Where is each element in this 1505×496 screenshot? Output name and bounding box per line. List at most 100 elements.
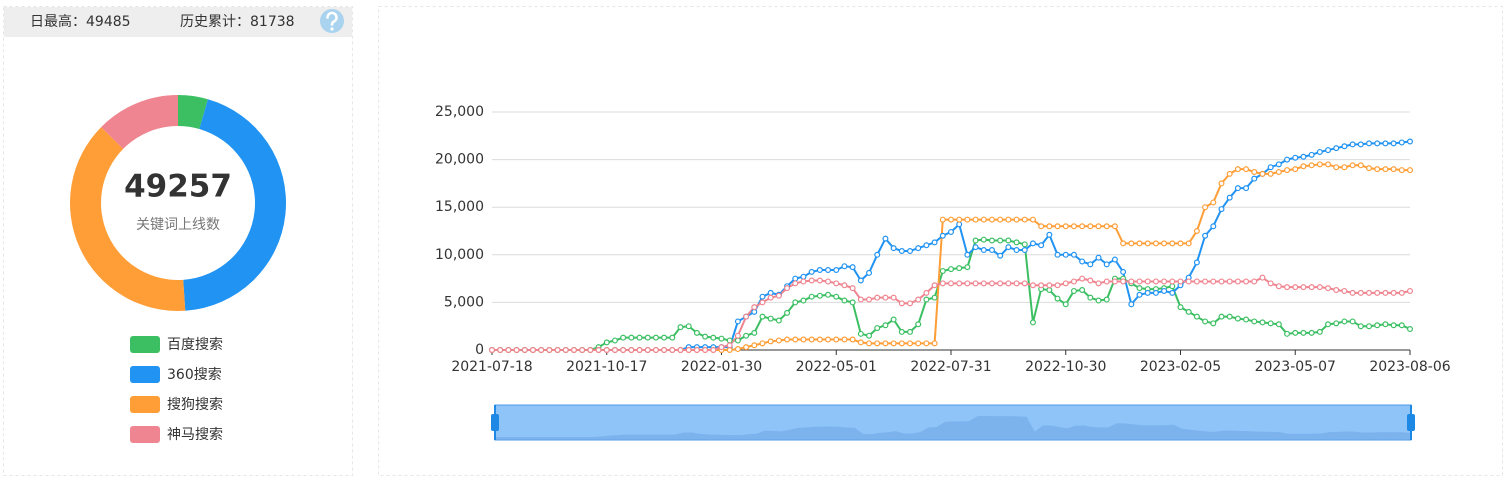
help-icon[interactable] [320, 9, 344, 33]
data-point [1169, 240, 1176, 247]
data-point [1341, 287, 1348, 294]
data-point [1349, 162, 1356, 169]
data-point [1325, 147, 1332, 154]
data-point [1013, 280, 1020, 287]
data-point [775, 317, 782, 324]
data-point [1169, 278, 1176, 285]
data-point [841, 297, 848, 304]
data-point [759, 340, 766, 347]
data-point [1046, 287, 1053, 294]
data-point [1398, 139, 1405, 146]
stats-bar [4, 7, 352, 37]
data-point [1357, 323, 1364, 330]
data-point [808, 336, 815, 343]
data-point [1374, 322, 1381, 329]
data-point [1005, 244, 1012, 251]
data-point [988, 237, 995, 244]
data-point [513, 347, 520, 354]
y-tick-label: 20,000 [435, 152, 484, 168]
data-point [808, 293, 815, 300]
stat: 历史累计：81738 [180, 14, 295, 30]
data-point [907, 247, 914, 254]
data-point [685, 347, 692, 354]
data-point [1177, 304, 1184, 311]
zoom-handle[interactable] [491, 414, 499, 431]
data-point [964, 264, 971, 271]
data-point [1013, 247, 1020, 254]
data-point [1333, 164, 1340, 171]
data-point [1251, 175, 1258, 182]
data-point [964, 216, 971, 223]
data-point [1038, 223, 1045, 230]
data-point [784, 309, 791, 316]
data-point [1111, 223, 1118, 230]
data-point [1029, 216, 1036, 223]
data-point [980, 280, 987, 287]
data-point [1333, 320, 1340, 327]
data-point [1292, 166, 1299, 173]
data-point [1054, 223, 1061, 230]
data-point [1152, 240, 1159, 247]
data-point [1185, 278, 1192, 285]
data-point [1193, 228, 1200, 235]
data-point [1152, 278, 1159, 285]
data-point [923, 296, 930, 303]
data-point [693, 329, 700, 336]
data-point [1005, 280, 1012, 287]
data-point [1111, 278, 1118, 285]
zoom-handle[interactable] [1407, 414, 1415, 431]
data-point [1267, 164, 1274, 171]
stat-value: 49485 [86, 14, 131, 30]
data-point [1284, 330, 1291, 337]
data-point [1070, 278, 1077, 285]
data-point [751, 308, 758, 315]
data-point [890, 316, 897, 323]
data-point [751, 304, 758, 311]
data-point [620, 347, 627, 354]
data-point [1398, 289, 1405, 296]
data-point [972, 244, 979, 251]
donut-slice [183, 99, 286, 311]
data-point [849, 299, 856, 306]
x-tick-label: 2021-07-18 [451, 359, 532, 375]
data-point [1103, 223, 1110, 230]
data-point [718, 335, 725, 342]
y-tick-label: 15,000 [435, 199, 484, 215]
data-point [759, 293, 766, 300]
data-point [693, 347, 700, 354]
data-point [1226, 170, 1233, 177]
data-point [1357, 141, 1364, 148]
data-point [972, 216, 979, 223]
data-point [874, 340, 881, 347]
data-point [1308, 151, 1315, 158]
data-point [947, 216, 954, 223]
data-point [898, 247, 905, 254]
data-point [538, 347, 545, 354]
data-point [726, 342, 733, 349]
data-point [1366, 323, 1373, 330]
data-point [644, 347, 651, 354]
data-point [1177, 240, 1184, 247]
data-point [1234, 315, 1241, 322]
data-point [1308, 284, 1315, 291]
data-point [1374, 289, 1381, 296]
data-point [1128, 278, 1135, 285]
y-tick-label: 25,000 [435, 104, 484, 120]
data-point [587, 347, 594, 354]
data-point [808, 277, 815, 284]
data-point [603, 339, 610, 346]
data-point [792, 299, 799, 306]
data-point [1406, 167, 1413, 174]
data-point [1021, 247, 1028, 254]
data-point [661, 347, 668, 354]
x-tick-label: 2023-08-06 [1369, 359, 1450, 375]
stat-value: 81738 [250, 14, 295, 30]
data-point [1136, 240, 1143, 247]
data-point [546, 347, 553, 354]
data-point [1349, 318, 1356, 325]
legend-label: 360搜索 [167, 366, 222, 383]
data-point [1062, 223, 1069, 230]
legend-swatch [130, 426, 160, 443]
data-point [1029, 282, 1036, 289]
data-point [898, 328, 905, 335]
